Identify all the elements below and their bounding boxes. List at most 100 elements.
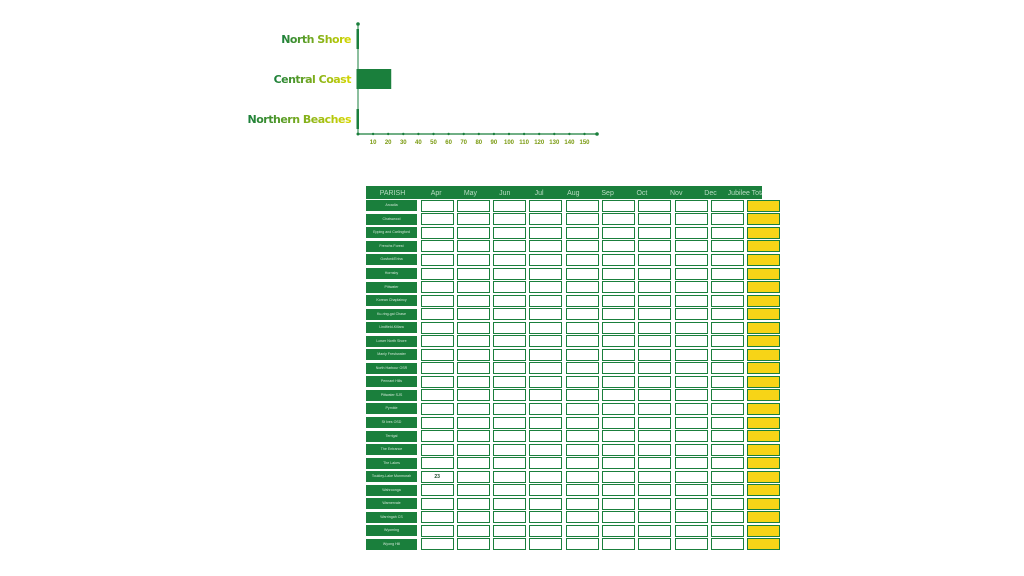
month-cell[interactable] [602, 497, 636, 510]
month-cell[interactable] [493, 294, 527, 307]
month-cell[interactable] [565, 253, 599, 266]
month-cell[interactable] [638, 294, 672, 307]
month-cell[interactable] [565, 362, 599, 375]
month-cell[interactable] [710, 375, 744, 388]
month-cell[interactable] [456, 457, 490, 470]
month-cell[interactable] [420, 511, 454, 524]
month-cell[interactable] [674, 470, 708, 483]
month-cell[interactable] [456, 402, 490, 415]
month-cell[interactable] [493, 497, 527, 510]
month-cell[interactable] [456, 267, 490, 280]
month-cell[interactable] [602, 457, 636, 470]
month-cell[interactable] [710, 402, 744, 415]
jubilee-total-cell[interactable] [747, 362, 781, 375]
month-cell[interactable] [638, 484, 672, 497]
month-cell[interactable] [602, 348, 636, 361]
month-cell[interactable] [674, 253, 708, 266]
month-cell[interactable] [565, 226, 599, 239]
month-cell[interactable] [456, 484, 490, 497]
month-cell[interactable] [529, 375, 563, 388]
month-cell[interactable] [602, 240, 636, 253]
month-cell[interactable] [638, 321, 672, 334]
jubilee-total-cell[interactable] [747, 375, 781, 388]
month-cell[interactable] [456, 511, 490, 524]
month-cell[interactable] [674, 416, 708, 429]
month-cell[interactable] [420, 335, 454, 348]
month-cell[interactable] [420, 321, 454, 334]
month-cell[interactable] [493, 226, 527, 239]
jubilee-total-cell[interactable] [747, 226, 781, 239]
month-cell[interactable] [565, 416, 599, 429]
month-cell[interactable] [638, 281, 672, 294]
month-cell[interactable] [602, 294, 636, 307]
month-cell[interactable] [565, 470, 599, 483]
month-cell[interactable] [565, 497, 599, 510]
month-cell[interactable] [529, 443, 563, 456]
month-cell[interactable] [456, 497, 490, 510]
jubilee-total-cell[interactable] [747, 335, 781, 348]
month-cell[interactable] [529, 253, 563, 266]
month-cell[interactable] [456, 240, 490, 253]
month-cell[interactable] [602, 524, 636, 537]
month-cell[interactable] [565, 389, 599, 402]
month-cell[interactable] [420, 199, 454, 212]
month-cell[interactable] [674, 321, 708, 334]
month-cell[interactable] [710, 253, 744, 266]
month-cell[interactable] [529, 484, 563, 497]
month-cell[interactable] [529, 321, 563, 334]
month-cell[interactable] [565, 524, 599, 537]
month-cell[interactable] [420, 294, 454, 307]
month-cell[interactable] [420, 281, 454, 294]
month-cell[interactable] [456, 253, 490, 266]
month-cell[interactable] [638, 226, 672, 239]
month-cell[interactable] [493, 524, 527, 537]
month-cell[interactable] [638, 375, 672, 388]
month-cell[interactable] [710, 538, 744, 551]
jubilee-total-cell[interactable] [747, 484, 781, 497]
month-cell[interactable] [529, 430, 563, 443]
month-cell[interactable] [565, 267, 599, 280]
month-cell[interactable] [456, 375, 490, 388]
month-cell[interactable] [456, 430, 490, 443]
month-cell[interactable] [565, 484, 599, 497]
month-cell[interactable] [565, 348, 599, 361]
month-cell[interactable] [493, 240, 527, 253]
month-cell[interactable] [493, 389, 527, 402]
month-cell[interactable] [638, 389, 672, 402]
month-cell[interactable] [710, 240, 744, 253]
month-cell[interactable] [638, 416, 672, 429]
month-cell[interactable] [674, 524, 708, 537]
month-cell[interactable] [674, 335, 708, 348]
month-cell[interactable] [456, 524, 490, 537]
month-cell[interactable] [493, 213, 527, 226]
month-cell[interactable] [456, 294, 490, 307]
month-cell[interactable] [638, 308, 672, 321]
month-cell[interactable] [420, 457, 454, 470]
month-cell[interactable] [710, 199, 744, 212]
month-cell[interactable] [420, 375, 454, 388]
month-cell[interactable] [638, 362, 672, 375]
month-cell[interactable] [456, 538, 490, 551]
month-cell[interactable] [420, 240, 454, 253]
jubilee-total-cell[interactable] [747, 253, 781, 266]
month-cell[interactable] [456, 470, 490, 483]
month-cell[interactable] [456, 362, 490, 375]
month-cell[interactable] [529, 511, 563, 524]
month-cell[interactable] [529, 497, 563, 510]
month-cell[interactable] [710, 281, 744, 294]
month-cell[interactable] [602, 321, 636, 334]
month-cell[interactable] [493, 430, 527, 443]
jubilee-total-cell[interactable] [747, 430, 781, 443]
month-cell[interactable] [565, 402, 599, 415]
month-cell[interactable] [638, 213, 672, 226]
month-cell[interactable] [602, 402, 636, 415]
month-cell[interactable] [493, 281, 527, 294]
month-cell[interactable] [493, 348, 527, 361]
month-cell[interactable] [638, 538, 672, 551]
month-cell[interactable] [529, 199, 563, 212]
month-cell[interactable] [493, 321, 527, 334]
jubilee-total-cell[interactable] [747, 538, 781, 551]
month-cell[interactable] [674, 511, 708, 524]
jubilee-total-cell[interactable] [747, 443, 781, 456]
month-cell[interactable] [493, 457, 527, 470]
